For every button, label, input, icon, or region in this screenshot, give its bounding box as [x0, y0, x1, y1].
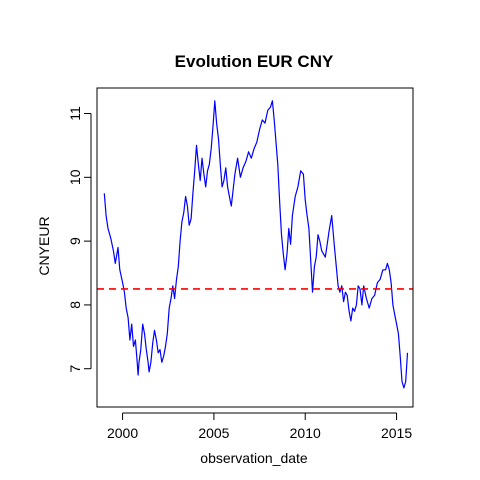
y-tick-label-2: 9: [67, 237, 83, 245]
y-tick-label-0: 7: [67, 365, 83, 373]
plot-frame: [96, 87, 414, 408]
y-tick-label-4: 11: [67, 106, 83, 121]
x-tick-label-0: 2000: [107, 425, 138, 441]
y-tick-label-1: 8: [67, 301, 83, 309]
x-tick-label-3: 2015: [381, 425, 412, 441]
plot-area: 2000 2005 2010 2015 7 8 9 10 11: [67, 87, 414, 441]
x-tick-label-1: 2005: [198, 425, 229, 441]
chart-title: Evolution EUR CNY: [175, 52, 334, 71]
x-tick-label-2: 2010: [290, 425, 321, 441]
series-line-0: [103, 100, 409, 389]
y-tick-label-3: 10: [67, 169, 83, 185]
y-axis-label: CNYEUR: [36, 216, 52, 275]
x-axis-label: observation_date: [200, 450, 308, 466]
